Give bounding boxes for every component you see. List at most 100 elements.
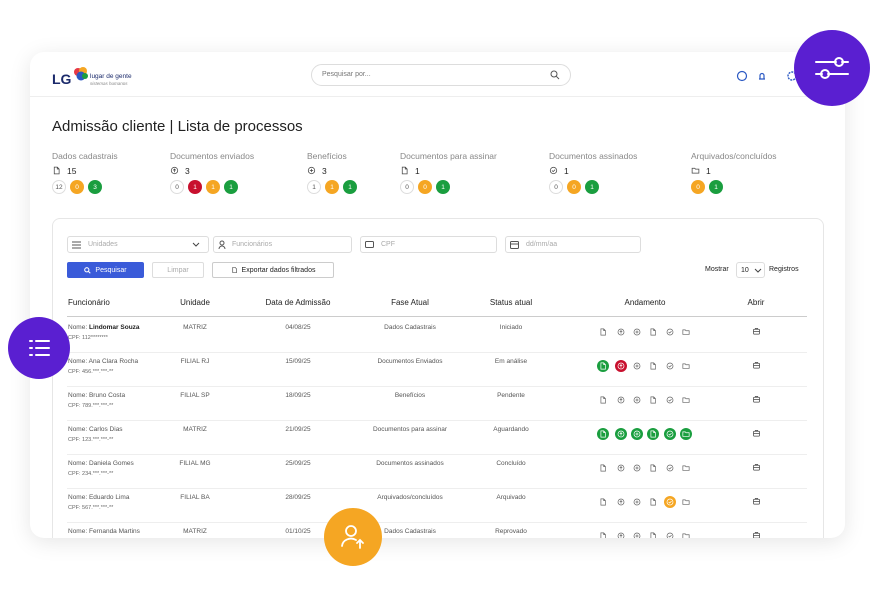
progress-step [666,464,674,472]
progress-step [650,328,656,336]
progress-step [666,532,674,538]
step-glyph [633,328,641,336]
step-glyph [617,328,625,336]
progress-step [600,464,606,472]
unit: FILIAL RJ [180,358,210,365]
icon-part [753,362,760,366]
icon-part [172,168,177,173]
brand: lugar de gente [90,73,132,80]
clear-button[interactable]: Limpar [152,262,204,278]
button-label: Pesquisar [95,266,127,274]
step-glyph [600,532,606,538]
search-button[interactable]: Pesquisar [67,262,144,278]
step-glyph [633,532,641,538]
user-icon [218,240,226,249]
step-glyph [617,362,625,370]
admission-date: 04/08/25 [285,324,311,331]
open-button[interactable] [752,361,761,370]
open-button[interactable] [752,429,761,438]
icon-part [682,329,690,335]
phase: Documentos para assinar [372,426,448,433]
page-size-select[interactable]: 10 [736,262,765,278]
icon-part [510,241,519,249]
stage-badge: 3 [88,180,102,194]
status: Em análise [494,358,528,365]
name-value: Bruno Costa [88,392,126,399]
stage-label: Documentos enviados [170,151,255,161]
stage-badge: 1 [224,180,238,194]
column-header: Data de Admissão [265,298,331,307]
step-glyph [600,464,606,472]
status: Iniciado [499,324,523,331]
help-icon[interactable] [736,70,748,82]
bell-icon[interactable] [759,72,765,80]
icon-part [53,166,60,175]
icon-part [555,75,560,80]
phase: Arquivados/concluídos [377,494,443,501]
search-icon [550,70,560,80]
stage-label: Dados cadastrais [52,151,118,161]
button-label: Limpar [167,266,189,274]
open-button[interactable] [752,395,761,404]
step-glyph [633,430,641,438]
step-bg [597,428,609,440]
list-fab[interactable] [8,317,70,379]
progress-step [633,464,641,472]
settings-fab[interactable] [794,30,870,106]
export-button[interactable]: Exportar dados filtrados [212,262,334,278]
progress-step [600,328,606,336]
icon-part [650,430,656,438]
progress-step [600,498,606,506]
employee-name: Nome: Ana Clara Rocha [68,358,138,365]
name-label: Nome: [68,426,88,433]
progress-step [650,498,656,506]
step-glyph [666,362,674,370]
icon-part [29,340,50,356]
open-button[interactable] [752,327,761,336]
units-placeholder: Unidades [88,241,118,248]
step-glyph [633,362,641,370]
open-button[interactable] [752,463,761,472]
icon-part [682,465,690,471]
icon-part [633,430,641,438]
progress-step [617,532,625,538]
units-select[interactable]: Unidades [67,236,209,253]
step-glyph [650,532,656,538]
phase: Documentos assinados [376,460,444,467]
icon-part [309,168,314,173]
step-glyph [682,465,690,471]
progress-step [617,328,625,336]
icon-part [617,362,625,370]
unit: FILIAL BA [180,494,210,501]
icon-part [820,69,830,79]
step-bg [664,428,676,440]
phase: Benefícios [394,392,426,399]
progress-step [617,396,625,404]
cpf-input[interactable]: CPF [360,236,497,253]
icon-part [668,534,672,538]
date-input[interactable]: dd/mm/aa [505,236,641,253]
icon-part [666,532,674,538]
icon-part [668,364,672,368]
search-box[interactable]: Pesquisar por... [311,64,571,86]
stage-label: Documentos para assinar [400,151,497,161]
phase: Dados Cadastrais [384,528,436,535]
admission-date: 25/09/25 [285,460,311,467]
step-glyph [666,430,674,438]
stage-icon [307,166,316,175]
icon-part [650,362,656,370]
user-fab[interactable] [324,508,382,566]
icon-part [650,532,656,538]
employee-name: Nome: Bruno Costa [68,392,125,399]
open-button[interactable] [752,531,761,538]
progress-step [617,498,625,506]
icon-part [617,464,625,472]
employees-input[interactable]: Funcionários [213,236,352,253]
unit: MATRIZ [183,528,207,535]
stage-count: 15 [67,166,77,176]
icon-part [617,328,625,336]
column-header: Unidade [180,298,210,307]
open-button[interactable] [752,497,761,506]
progress-step [664,496,676,508]
fab-circle [794,30,870,106]
